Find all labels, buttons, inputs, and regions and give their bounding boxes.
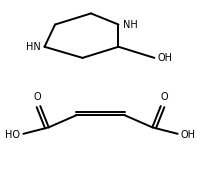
Text: HN: HN (26, 42, 40, 52)
Text: OH: OH (181, 130, 196, 140)
Text: O: O (33, 92, 41, 102)
Text: NH: NH (123, 20, 137, 30)
Text: O: O (160, 92, 168, 102)
Text: OH: OH (158, 53, 173, 63)
Text: HO: HO (5, 130, 20, 140)
